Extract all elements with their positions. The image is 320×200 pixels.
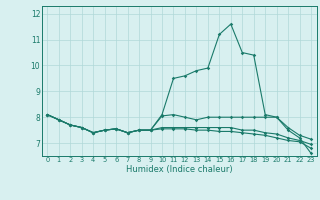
X-axis label: Humidex (Indice chaleur): Humidex (Indice chaleur) (126, 165, 233, 174)
